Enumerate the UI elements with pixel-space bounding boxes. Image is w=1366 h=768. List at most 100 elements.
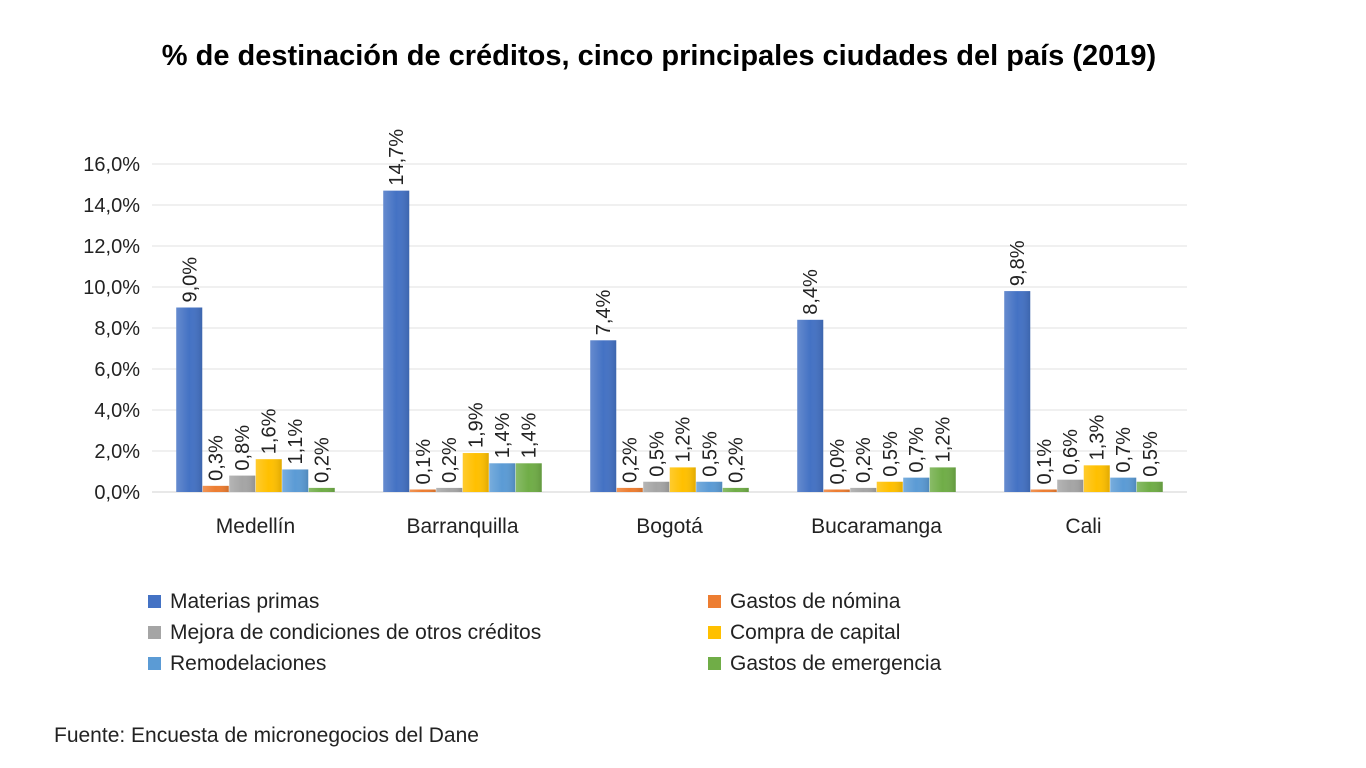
legend-item: Compra de capital [708, 621, 1048, 644]
data-label: 1,9% [466, 402, 488, 448]
data-label: 1,4% [492, 412, 514, 458]
legend-swatch [148, 595, 161, 608]
data-label: 14,7% [386, 129, 408, 186]
bar-shade [929, 467, 956, 492]
bar-shade [308, 487, 335, 492]
bar-shade [876, 481, 903, 492]
bar-shade [590, 340, 617, 492]
bar-shade [436, 487, 463, 492]
legend-item: Gastos de emergencia [708, 652, 1048, 675]
legend-label: Gastos de nómina [730, 589, 901, 613]
legend-item: Gastos de nómina [708, 590, 1048, 613]
y-tick-label: 6,0% [94, 359, 140, 381]
chart-title: % de destinación de créditos, cinco prin… [161, 40, 1157, 72]
bar-shade [489, 463, 516, 492]
data-label: 0,2% [726, 437, 748, 483]
data-label: 0,5% [646, 431, 668, 477]
y-tick-label: 4,0% [94, 400, 140, 422]
data-label: 0,7% [1113, 427, 1135, 473]
data-label: 0,2% [312, 437, 334, 483]
bar-shade [797, 319, 824, 492]
bar-shade [176, 307, 203, 492]
legend-item: Mejora de condiciones de otros créditos [148, 621, 708, 644]
x-category-label: Bucaramanga [811, 515, 942, 538]
bar-shade [669, 467, 696, 492]
data-label: 0,5% [880, 431, 902, 477]
bar-shade [1004, 291, 1031, 492]
legend-label: Mejora de condiciones de otros créditos [170, 620, 542, 644]
data-label: 0,2% [620, 437, 642, 483]
bar-shade [616, 487, 643, 492]
data-label: 8,4% [800, 269, 822, 315]
bar-shade [409, 489, 436, 492]
bar-shade [1110, 477, 1137, 492]
data-label: 0,7% [906, 427, 928, 473]
data-label: 0,1% [413, 439, 435, 485]
x-category-label: Barranquilla [406, 515, 518, 538]
data-label: 1,2% [673, 417, 695, 463]
legend-item: Materias primas [148, 590, 708, 613]
data-label: 0,6% [1060, 429, 1082, 475]
bars [176, 190, 1163, 492]
bar-shade [515, 463, 542, 492]
bar-shade [1030, 489, 1057, 492]
bar-shade [696, 481, 723, 492]
data-label: 0,2% [853, 437, 875, 483]
bar-shade [722, 487, 749, 492]
legend-label: Remodelaciones [170, 651, 327, 675]
legend: Materias primas Gastos de nómina Mejora de… [148, 590, 1048, 675]
y-tick-label: 12,0% [83, 236, 140, 258]
bar-shade [1057, 479, 1084, 492]
bar-shade [462, 453, 489, 492]
bar-shade [850, 487, 877, 492]
legend-item: Remodelaciones [148, 652, 708, 675]
y-tick-label: 8,0% [94, 318, 140, 340]
data-label: 0,2% [439, 437, 461, 483]
legend-swatch [148, 657, 161, 670]
y-tick-label: 2,0% [94, 441, 140, 463]
bar-shade [255, 459, 282, 492]
source-note: Fuente: Encuesta de micronegocios del Da… [54, 724, 479, 747]
x-category-label: Bogotá [636, 515, 703, 538]
legend-label: Materias primas [170, 589, 320, 613]
x-category-label: Medellín [216, 515, 295, 538]
bar-shade [229, 475, 256, 492]
x-category-label: Cali [1065, 515, 1101, 538]
data-label: 7,4% [593, 289, 615, 335]
y-axis-ticks: 0,0% 2,0% 4,0% 6,0% 8,0% 10,0% 12,0% 14,0% 16,0% [83, 154, 140, 504]
data-label: 0,8% [232, 425, 254, 471]
bar-shade [383, 190, 410, 492]
bar-shade [903, 477, 930, 492]
data-label: 1,2% [933, 417, 955, 463]
bar-shade [202, 485, 229, 492]
legend-swatch [708, 595, 721, 608]
bar-shade [1083, 465, 1110, 492]
data-label: 1,6% [259, 408, 281, 454]
data-label: 1,1% [285, 419, 307, 465]
bar-shade [282, 469, 309, 492]
legend-label: Compra de capital [730, 620, 901, 644]
y-tick-label: 14,0% [83, 195, 140, 217]
data-label: 1,4% [519, 412, 541, 458]
data-label: 0,5% [699, 431, 721, 477]
data-labels: 9,0%0,3% 0,8% 1,6% 1,1% 0,2%14,7%0,1% 0,2%1,9… [179, 129, 1162, 485]
data-label: 0,3% [206, 435, 228, 481]
legend-label: Gastos de emergencia [730, 651, 942, 675]
data-label: 0,5% [1140, 431, 1162, 477]
legend-swatch [708, 626, 721, 639]
x-axis-categories: Medellín Barranquilla Bogotá Bucaramanga Cal… [216, 515, 1102, 538]
data-label: 0,1% [1034, 439, 1056, 485]
data-label: 1,3% [1087, 415, 1109, 461]
data-label: 9,8% [1007, 240, 1029, 286]
y-tick-label: 16,0% [83, 154, 140, 176]
bar-chart: 0,0% 2,0% 4,0% 6,0% 8,0% 10,0% 12,0% 14,0% 16,0%… [83, 129, 1187, 538]
y-tick-label: 0,0% [94, 482, 140, 504]
bar-shade [823, 489, 850, 492]
y-tick-label: 10,0% [83, 277, 140, 299]
legend-swatch [148, 626, 161, 639]
bar-shade [1136, 481, 1163, 492]
data-label: 0,0% [827, 439, 849, 485]
data-label: 9,0% [179, 257, 201, 303]
bar-shade [643, 481, 670, 492]
legend-swatch [708, 657, 721, 670]
